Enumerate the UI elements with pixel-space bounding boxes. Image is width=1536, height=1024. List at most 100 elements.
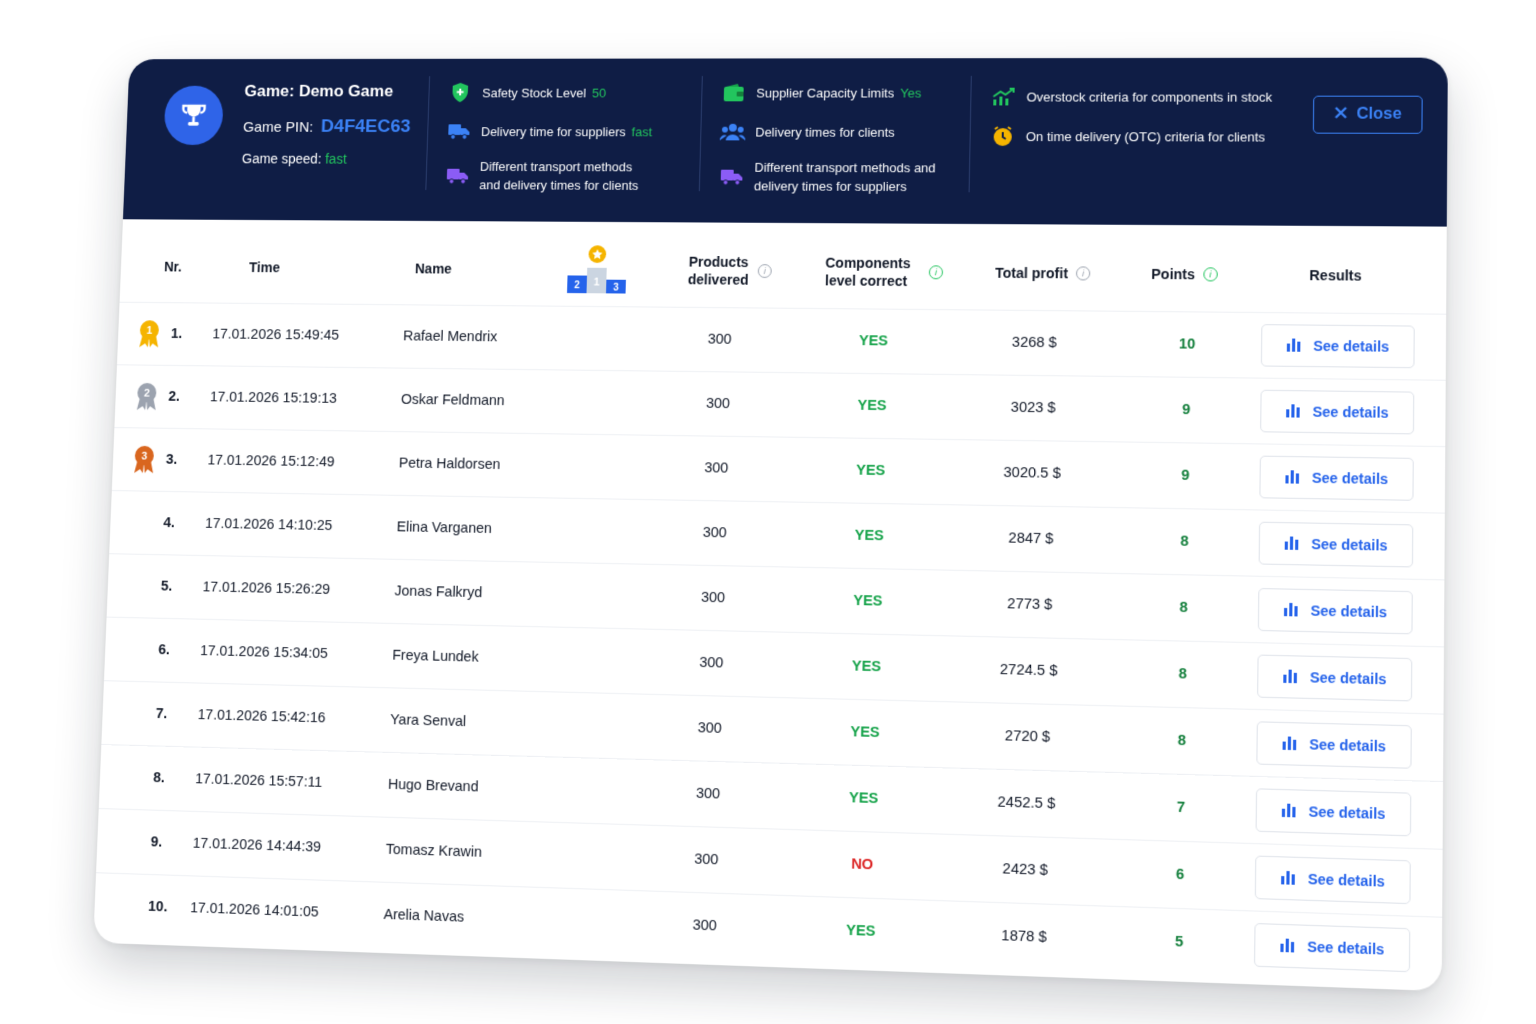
info-icon[interactable]: i <box>758 264 772 278</box>
row-name: Arelia Navas <box>383 883 601 955</box>
see-details-label: See details <box>1307 938 1384 957</box>
row-points: 8 <box>1141 641 1225 708</box>
criterion-label: Different transport methods and delivery… <box>754 158 943 196</box>
see-details-label: See details <box>1308 871 1385 890</box>
see-details-button[interactable]: See details <box>1259 456 1413 501</box>
bar-chart-icon <box>1281 802 1298 820</box>
row-rank: 2 2. <box>133 365 211 428</box>
header-divider <box>969 76 972 192</box>
row-results: See details <box>1255 844 1411 916</box>
speed-label: Game speed: <box>242 151 322 167</box>
medal-icon: 3 <box>131 445 157 474</box>
row-time: 17.01.2026 15:42:16 <box>197 684 392 752</box>
row-products: 300 <box>664 695 755 762</box>
rank-number: 10. <box>148 899 168 916</box>
see-details-button[interactable]: See details <box>1261 324 1415 368</box>
row-components: YES <box>807 568 929 635</box>
criterion-value: fast <box>631 124 652 139</box>
wallet-icon <box>721 80 747 105</box>
medal-spacer <box>122 713 156 714</box>
row-points: 5 <box>1137 908 1221 977</box>
criterion-label: Supplier Capacity Limits <box>756 85 894 100</box>
row-profit: 3023 $ <box>972 375 1095 441</box>
trophy-icon <box>163 86 224 145</box>
rank-number: 9. <box>150 834 162 850</box>
row-products: 300 <box>661 826 753 894</box>
medal-spacer <box>116 841 150 842</box>
criterion-value: 50 <box>592 85 606 100</box>
row-points: 8 <box>1140 707 1224 775</box>
see-details-button[interactable]: See details <box>1255 856 1411 905</box>
row-products: 300 <box>666 630 757 696</box>
table-header: Nr. Time Name 1 2 3 Products delivered i <box>120 231 1447 314</box>
info-icon[interactable]: i <box>1076 266 1090 280</box>
row-rank: 7. <box>120 682 199 747</box>
bar-chart-icon <box>1283 668 1300 686</box>
row-profit: 2773 $ <box>968 571 1091 638</box>
row-profit: 3268 $ <box>973 310 1096 375</box>
header-profit: Total profit i <box>995 236 1091 310</box>
podium-number-3: 3 <box>613 282 619 293</box>
medal-spacer <box>127 586 161 587</box>
see-details-button[interactable]: See details <box>1258 588 1413 634</box>
row-name: Freya Lundek <box>391 624 608 693</box>
see-details-label: See details <box>1308 803 1385 822</box>
rank-number: 2. <box>168 389 180 405</box>
pin-value: D4F4EC63 <box>321 116 411 136</box>
row-name: Oskar Feldmann <box>400 369 616 435</box>
row-components: YES <box>808 503 930 569</box>
results-table: 1 1. 17.01.2026 15:49:45 Rafael Mendrix 300 Y… <box>93 302 1446 985</box>
medal-spacer <box>119 777 153 778</box>
row-name: Yara Senval <box>389 688 606 758</box>
bar-chart-icon <box>1285 469 1302 487</box>
criterion-value: Yes <box>900 85 921 100</box>
row-points: 7 <box>1139 774 1223 842</box>
row-points: 10 <box>1146 312 1229 377</box>
row-name: Tomasz Krawin <box>385 818 603 889</box>
row-results: See details <box>1258 510 1413 578</box>
row-components: NO <box>801 830 924 899</box>
bar-chart-icon <box>1280 869 1297 887</box>
row-rank: 1 1. <box>136 303 214 366</box>
row-products: 300 <box>668 565 759 631</box>
close-button[interactable]: Close <box>1313 96 1423 134</box>
row-points: 9 <box>1145 377 1228 443</box>
row-time: 17.01.2026 15:12:49 <box>206 429 400 494</box>
leaderboard-card: Game: Demo Game Game PIN: D4F4EC63 Game … <box>93 58 1448 992</box>
see-details-button[interactable]: See details <box>1256 788 1412 836</box>
row-rank: 10. <box>112 874 191 940</box>
row-points: 8 <box>1143 509 1226 576</box>
row-time: 17.01.2026 15:34:05 <box>199 620 393 688</box>
row-rank: 8. <box>118 745 197 810</box>
medal-icon: 2 <box>134 382 160 411</box>
row-time: 17.01.2026 15:19:13 <box>209 366 402 431</box>
row-results: See details <box>1260 379 1414 446</box>
criterion-label: Safety Stock Level <box>482 85 586 100</box>
criteria-column-3: Overstock criteria for components in sto… <box>989 84 1295 164</box>
header-products-label: Products delivered <box>686 253 750 289</box>
row-profit: 2452.5 $ <box>964 769 1088 838</box>
criterion-label: Overstock criteria for components in sto… <box>1026 87 1272 106</box>
see-details-button[interactable]: See details <box>1256 721 1411 768</box>
criterion-label: Delivery times for clients <box>755 122 895 141</box>
rank-number: 7. <box>155 706 167 722</box>
header-products: Products delivered i <box>686 234 777 307</box>
row-time: 17.01.2026 15:26:29 <box>201 556 395 623</box>
header-time: Time <box>248 232 281 304</box>
header-divider <box>699 76 703 191</box>
see-details-button[interactable]: See details <box>1257 655 1412 702</box>
truck-icon <box>445 163 471 188</box>
see-details-button[interactable]: See details <box>1260 390 1414 435</box>
bar-chart-icon <box>1284 535 1301 553</box>
info-icon[interactable]: i <box>1203 267 1218 281</box>
close-icon <box>1334 105 1349 124</box>
header-components: Components level correct i <box>824 235 975 309</box>
criterion-label: On time delivery (OTC) criteria for clie… <box>1026 127 1265 146</box>
see-details-button[interactable]: See details <box>1254 923 1410 972</box>
info-icon[interactable]: i <box>929 265 943 279</box>
see-details-button[interactable]: See details <box>1259 522 1414 568</box>
medal-spacer <box>129 522 163 523</box>
criterion-safety-stock: Safety Stock Level 50 <box>447 80 690 105</box>
criterion-overstock: Overstock criteria for components in sto… <box>990 84 1295 110</box>
pin-label: Game PIN: <box>243 119 314 135</box>
